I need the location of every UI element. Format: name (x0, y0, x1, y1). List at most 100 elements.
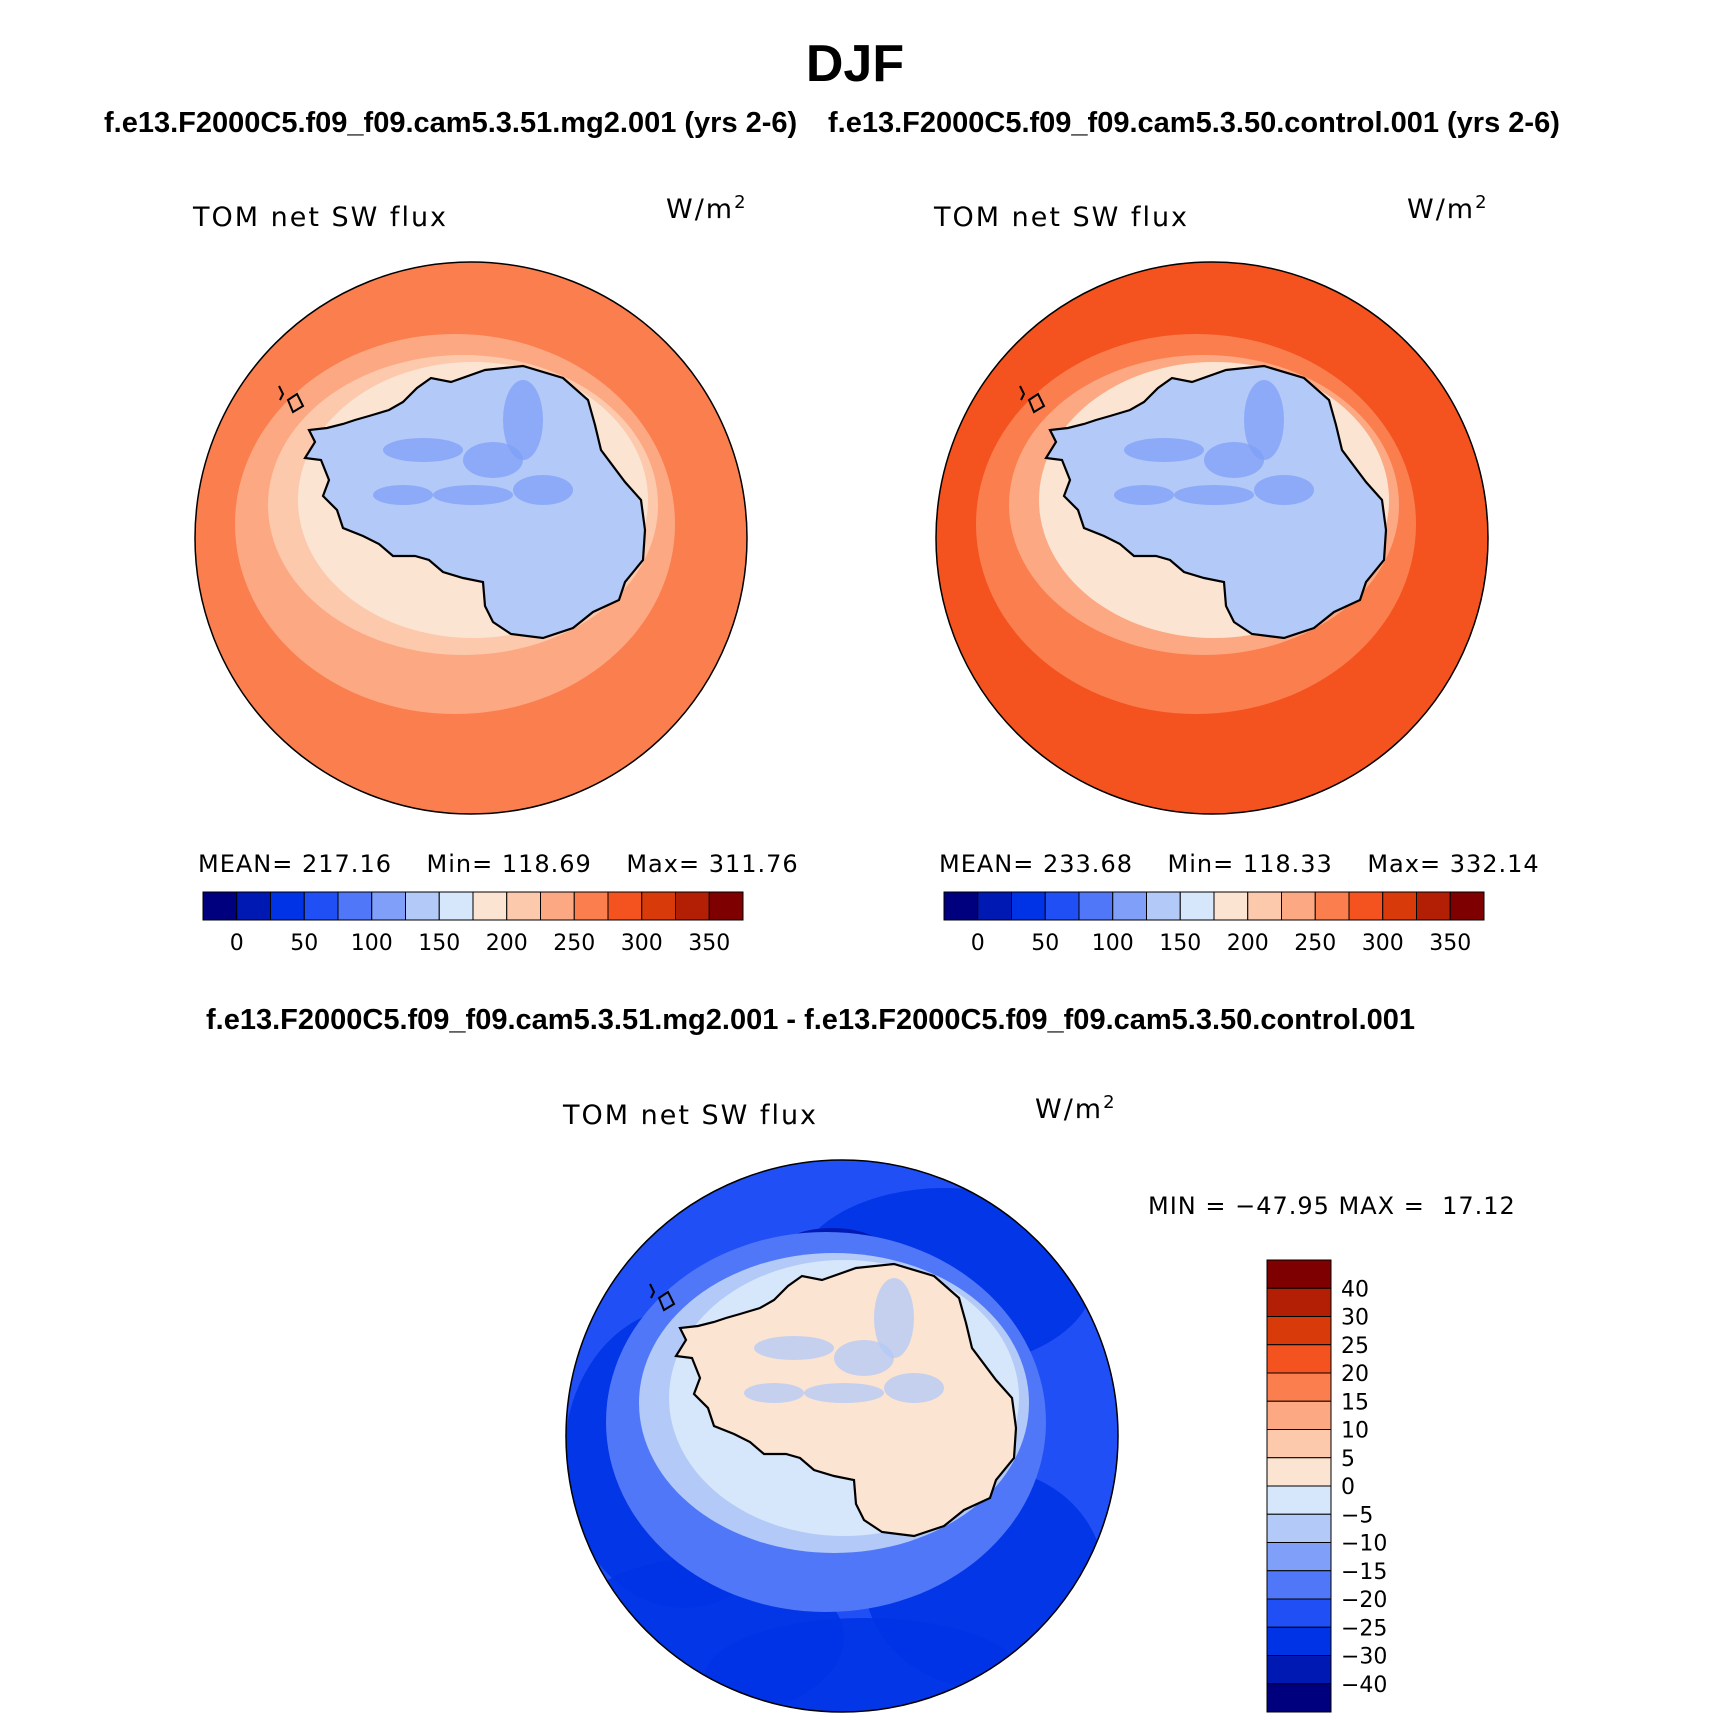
panel-2-colorbar-tick-label: 350 (1429, 931, 1471, 956)
panel-1-colorbar-swatch (303, 891, 339, 921)
panel-1-colorbar-tick-label: 350 (688, 931, 730, 956)
panel-2-colorbar-swatch (943, 891, 979, 921)
panel-1-colorbar-swatch (641, 891, 676, 921)
diff-colorbar-swatch (1266, 1316, 1332, 1346)
panel-2-colorbar-swatch (1044, 891, 1080, 921)
panel-2-colorbar: 0 50 100 150 200 250 300 350 (943, 891, 1485, 956)
diff-colorbar-tick-label: −30 (1341, 1645, 1387, 1670)
diff-field (566, 1160, 1118, 1712)
panel-2-colorbar-swatch (1281, 891, 1316, 921)
panel-2-colorbar-swatch (1348, 891, 1384, 921)
diff-colorbar-swatch (1266, 1457, 1332, 1487)
panel-1-colorbar-tick-label: 100 (351, 931, 393, 956)
diff-colorbar-swatch (1266, 1372, 1332, 1402)
panel-2-colorbar-tick-label: 0 (971, 931, 985, 956)
panel-1-colorbar-swatch (675, 891, 710, 921)
panel-2-stats: MEAN= 233.68 Min= 118.33 Max= 332.14 (939, 850, 1540, 878)
diff-colorbar-tick-label: −25 (1341, 1616, 1387, 1641)
panel-2-colorbar-swatch (1112, 891, 1147, 921)
panel-2-colorbar-swatch (1146, 891, 1181, 921)
diff-colorbar-tick-label: 10 (1341, 1419, 1369, 1444)
panel-1-colorbar-swatch (405, 891, 440, 921)
diff-colorbar-swatch (1266, 1683, 1332, 1713)
panel-1-colorbar-swatch (438, 891, 474, 921)
panel-2-colorbar-swatch (1213, 891, 1249, 921)
panel-2-colorbar-tick-label: 200 (1227, 931, 1269, 956)
diff-colorbar-swatch (1266, 1259, 1332, 1289)
panel-2-field (936, 262, 1488, 814)
panel-1-colorbar-swatch (270, 891, 305, 921)
panel-2-colorbar-swatch (977, 891, 1012, 921)
panel-2-polar-map (935, 261, 1489, 815)
panel-1-min-value: 118.69 (501, 850, 592, 878)
panel-2-colorbar-tick-label: 150 (1159, 931, 1201, 956)
panel-1-colorbar-swatch (540, 891, 575, 921)
panel-1-polar-map (194, 261, 748, 815)
diff-map-boundary (565, 1159, 1119, 1713)
panel-1-mean-value: 217.16 (302, 850, 392, 878)
panel-2-colorbar-swatch (1179, 891, 1215, 921)
panel-1-colorbar-swatch (573, 891, 609, 921)
diff-colorbar-swatch (1266, 1570, 1332, 1600)
panel-2-colorbar-swatch (1247, 891, 1282, 921)
panel-1-colorbar-swatch (337, 891, 373, 921)
panel-1-colorbar-tick-label: 300 (621, 931, 663, 956)
diff-panel-variable-label: TOM net SW flux (563, 1100, 819, 1131)
diff-colorbar-tick-label: −10 (1341, 1532, 1387, 1557)
diff-case-title: f.e13.F2000C5.f09_f09.cam5.3.51.mg2.001 … (206, 1004, 1416, 1036)
panel-1-colorbar-tick-label: 0 (230, 931, 244, 956)
panel-1-map-boundary (194, 261, 748, 815)
panel-2-colorbar-swatch (1011, 891, 1046, 921)
panel-1-colorbar-tick-label: 250 (553, 931, 595, 956)
panel-2-colorbar-swatch (1078, 891, 1114, 921)
diff-colorbar-tick-label: 25 (1341, 1334, 1369, 1359)
panel-1-stats: MEAN= 217.16 Min= 118.69 Max= 311.76 (198, 850, 799, 878)
diff-colorbar-swatch (1266, 1344, 1332, 1374)
diff-colorbar-swatch (1266, 1598, 1332, 1628)
diff-colorbar-swatch (1266, 1513, 1332, 1543)
panel-2-min-value: 118.33 (1242, 850, 1333, 878)
diff-colorbar: 40 30 25 20 15 10 5 0 −5 −10 −15 −20 −25 −30 −40 (1266, 1259, 1387, 1713)
case-title-right: f.e13.F2000C5.f09_f09.cam5.3.50.control.… (828, 107, 1560, 139)
panel-2-colorbar-tick-label: 300 (1362, 931, 1404, 956)
diff-polar-map (565, 1159, 1119, 1713)
diff-colorbar-swatch (1266, 1400, 1332, 1430)
panel-1-colorbar: 0 50 100 150 200 250 300 350 (202, 891, 744, 956)
panel-1-colorbar-tick-label: 150 (418, 931, 460, 956)
panel-1-colorbar-swatch (708, 891, 744, 921)
panel-2-colorbar-swatch (1382, 891, 1417, 921)
case-title-left: f.e13.F2000C5.f09_f09.cam5.3.51.mg2.001 … (104, 107, 798, 139)
panel-2-max-value: 332.14 (1449, 850, 1540, 878)
panel-1-variable-label: TOM net SW flux (193, 202, 449, 233)
diff-colorbar-tick-label: 5 (1341, 1447, 1355, 1472)
diff-colorbar-tick-label: 20 (1341, 1362, 1369, 1387)
panel-1-colorbar-swatch (472, 891, 508, 921)
diff-colorbar-tick-label: −5 (1341, 1503, 1373, 1528)
panel-2-colorbar-tick-label: 250 (1294, 931, 1336, 956)
panel-2-variable-label: TOM net SW flux (934, 202, 1190, 233)
panel-1-max-value: 311.76 (708, 850, 799, 878)
diff-colorbar-tick-label: −40 (1341, 1673, 1387, 1698)
panel-1-colorbar-tick-label: 200 (486, 931, 528, 956)
diff-colorbar-tick-label: 30 (1341, 1306, 1369, 1331)
diff-colorbar-tick-label: 40 (1341, 1277, 1369, 1302)
figure-title: DJF (805, 35, 905, 93)
diff-colorbar-swatch (1266, 1542, 1332, 1572)
panel-1-colorbar-swatch (506, 891, 541, 921)
panel-2-colorbar-swatch (1314, 891, 1350, 921)
diff-colorbar-swatch (1266, 1626, 1332, 1656)
panel-2-colorbar-tick-label: 50 (1031, 931, 1059, 956)
diff-colorbar-swatch (1266, 1655, 1332, 1685)
diff-colorbar-tick-label: 15 (1341, 1390, 1369, 1415)
panel-2-map-boundary (935, 261, 1489, 815)
panel-2-mean-value: 233.68 (1043, 850, 1133, 878)
panel-1-colorbar-swatch (236, 891, 271, 921)
panel-2-colorbar-swatch (1449, 891, 1485, 921)
panel-1-units: W/m2 (666, 192, 748, 225)
diff-colorbar-tick-label: −20 (1341, 1588, 1387, 1613)
diff-colorbar-tick-label: 0 (1341, 1475, 1355, 1500)
diff-panel-units: W/m2 (1035, 1092, 1117, 1125)
diff-colorbar-swatch (1266, 1485, 1332, 1515)
panel-2-colorbar-tick-label: 100 (1092, 931, 1134, 956)
panel-2-units: W/m2 (1407, 192, 1489, 225)
